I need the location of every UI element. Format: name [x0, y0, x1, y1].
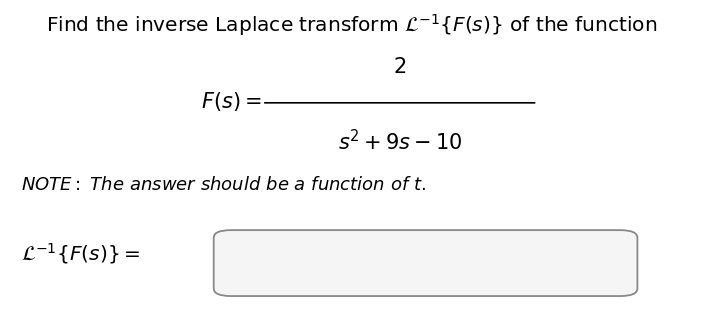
FancyBboxPatch shape	[214, 230, 638, 296]
Text: $\mathit{NOTE{:}\ The\ answer\ should\ be\ a\ function\ of\ t.}$: $\mathit{NOTE{:}\ The\ answer\ should\ b…	[21, 177, 426, 194]
Text: $s^2 + 9s - 10$: $s^2 + 9s - 10$	[337, 129, 462, 154]
Text: $F(s) = $: $F(s) = $	[201, 90, 262, 113]
Text: $\mathcal{L}^{-1}\{F(s)\} = $: $\mathcal{L}^{-1}\{F(s)\} = $	[21, 241, 141, 265]
Text: $2$: $2$	[393, 57, 406, 77]
Text: Find the inverse Laplace transform $\mathcal{L}^{-1}\{F(s)\}$ of the function: Find the inverse Laplace transform $\mat…	[46, 12, 657, 38]
